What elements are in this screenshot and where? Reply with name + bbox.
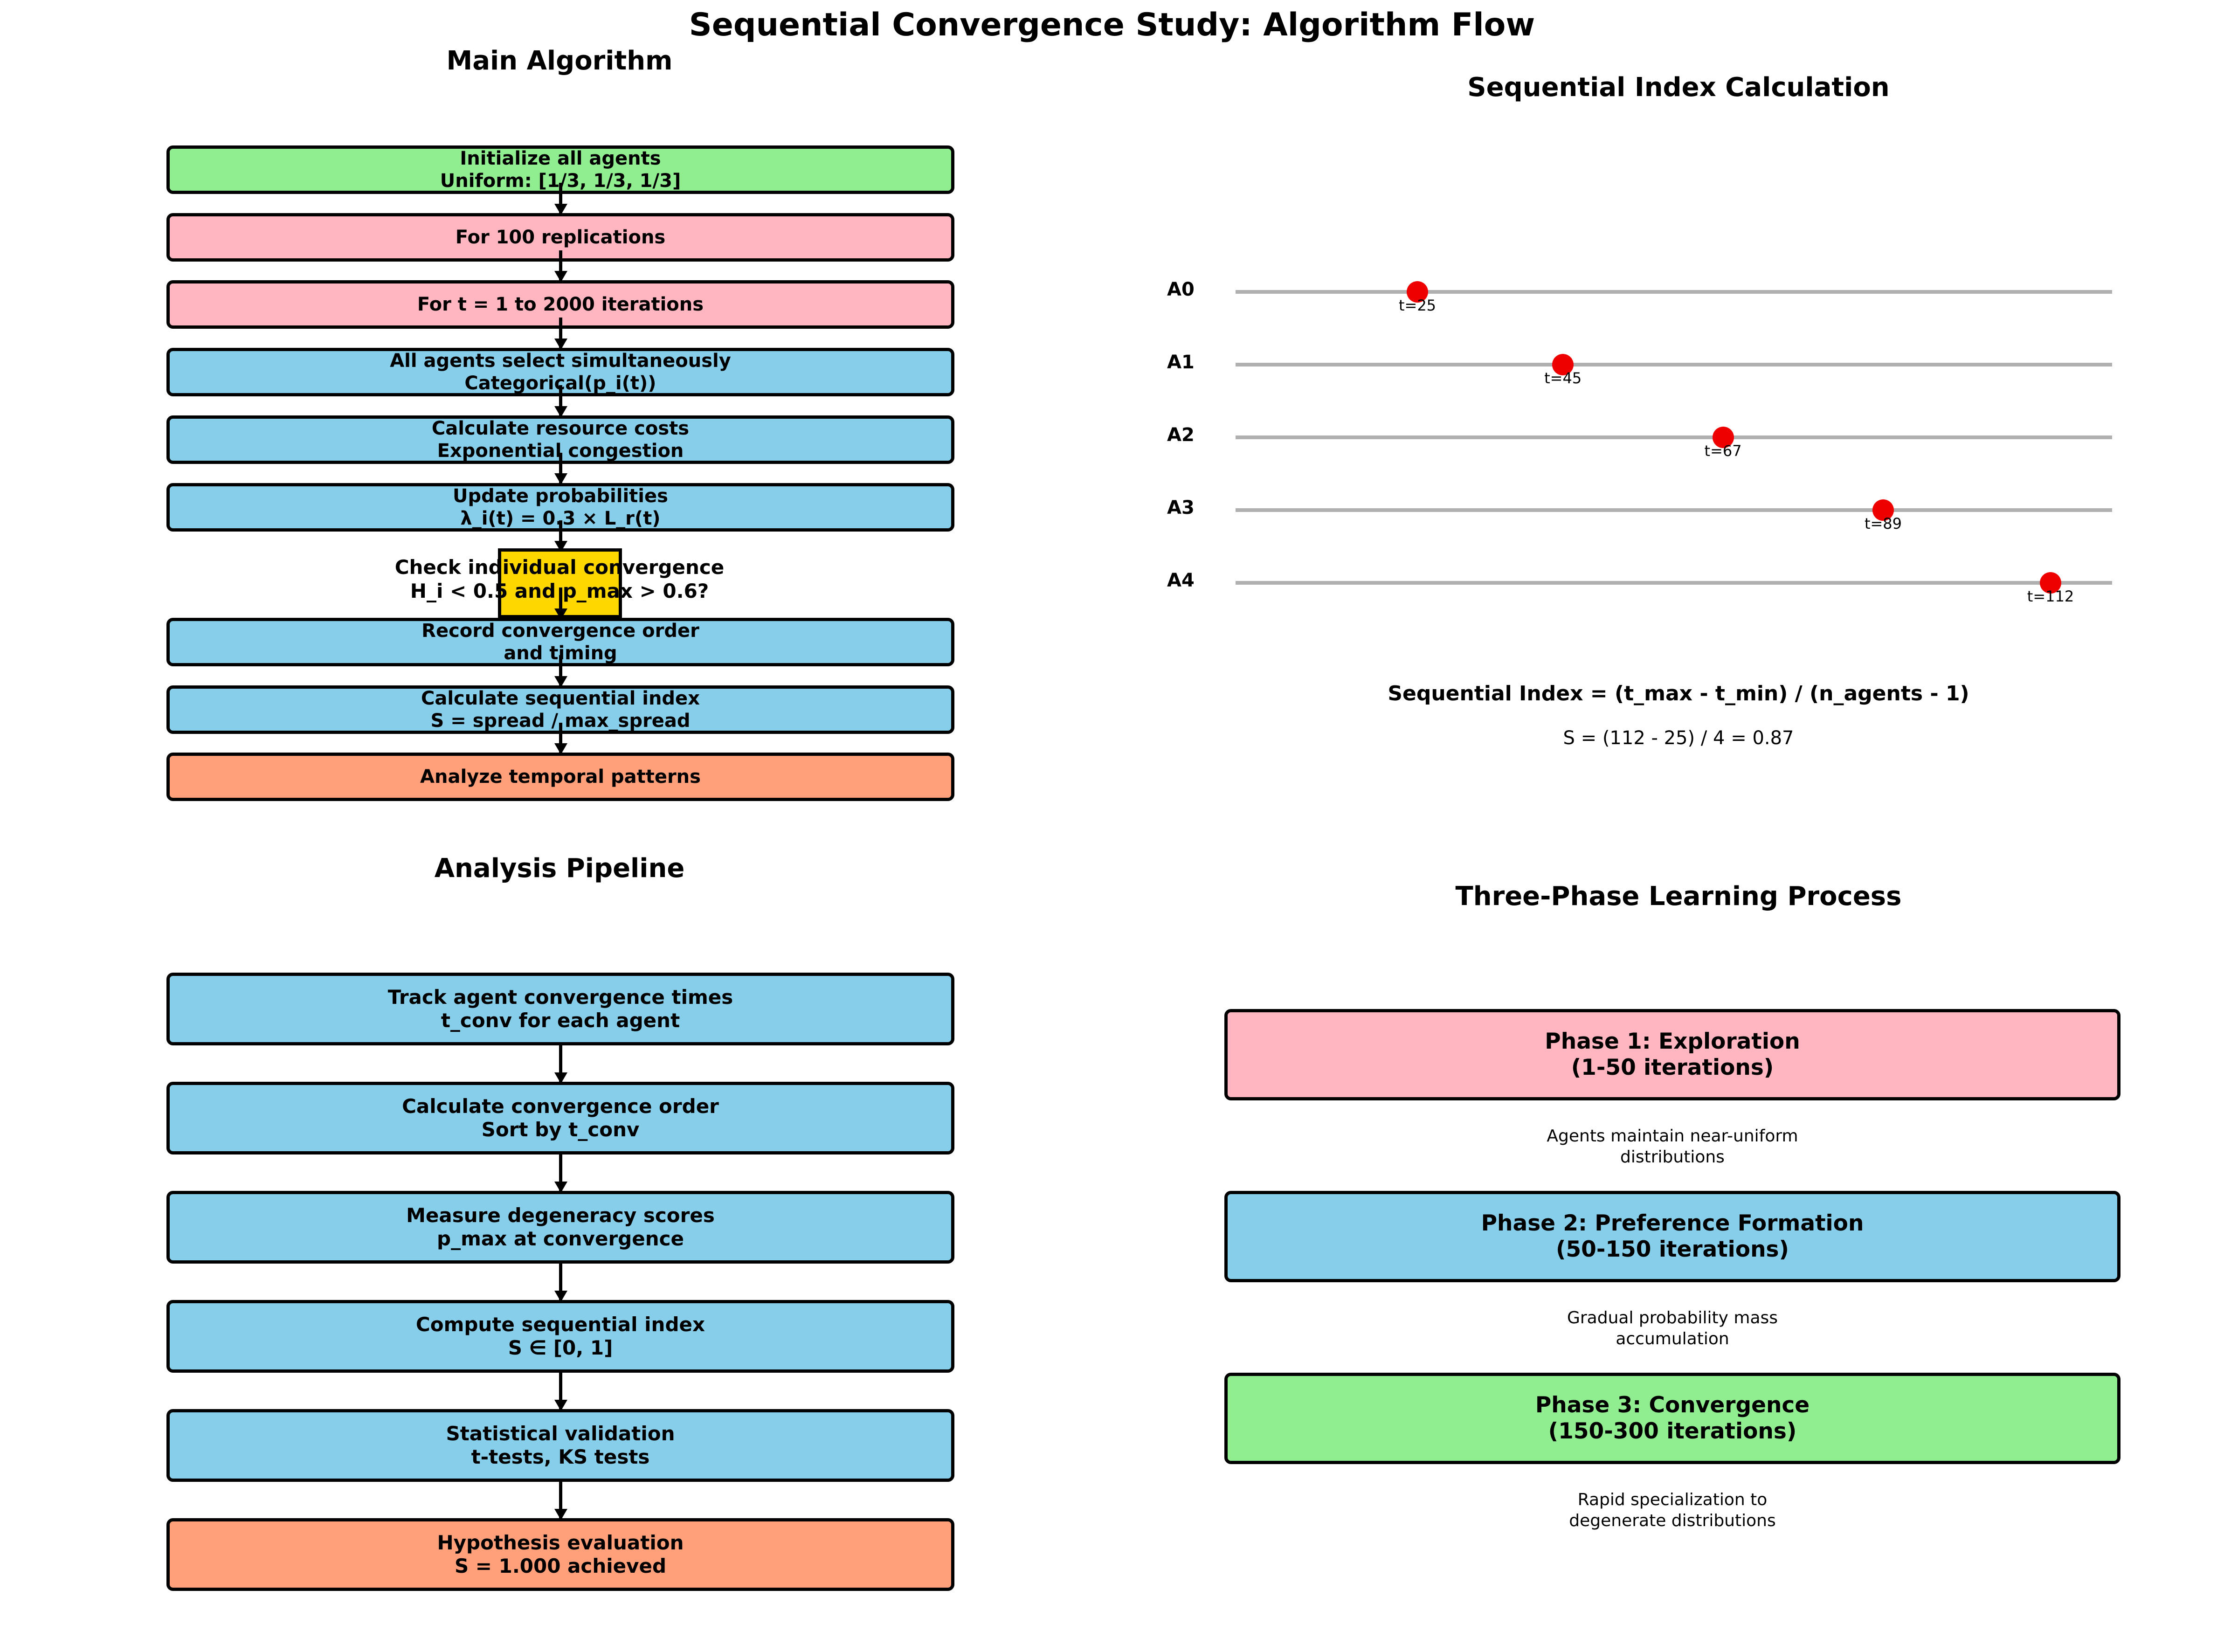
- main-step-box-line: Analyze temporal patterns: [420, 766, 701, 788]
- pipeline-arrow: [554, 1263, 567, 1302]
- pipeline-step-box-line: Calculate convergence order: [402, 1094, 719, 1118]
- phase-box-line: (50-150 iterations): [1556, 1237, 1789, 1262]
- agent-label: A4: [1167, 570, 1195, 591]
- pipeline-step-box: Track agent convergence times t_conv for …: [166, 973, 954, 1045]
- phase-box-line: Phase 3: Convergence: [1535, 1392, 1810, 1418]
- convergence-point: [1872, 499, 1894, 521]
- pipeline-arrow: [554, 1154, 567, 1193]
- phase-box: Phase 3: Convergence (150-300 iterations): [1224, 1373, 2120, 1464]
- convergence-time-label: t=112: [2027, 588, 2074, 605]
- convergence-time-label: t=67: [1704, 442, 1742, 460]
- flow-arrow: [554, 520, 567, 552]
- agent-label: A0: [1167, 279, 1195, 300]
- main-step-box-line: Update probabilities: [453, 485, 668, 507]
- convergence-point: [1552, 354, 1574, 375]
- agent-timeline: [1236, 290, 2112, 294]
- main-step-box-line: Calculate resource costs: [431, 417, 690, 439]
- phase-description: Agents maintain near-uniform distribution…: [1224, 1126, 2120, 1168]
- phase-box: Phase 1: Exploration (1-50 iterations): [1224, 1009, 2120, 1100]
- pipeline-step-box-line: S = 1.000 achieved: [454, 1555, 667, 1577]
- three-phase-title: Three-Phase Learning Process: [1455, 881, 1902, 912]
- phase-description: Gradual probability mass accumulation: [1224, 1307, 2120, 1349]
- pipeline-step-box-line: p_max at convergence: [437, 1227, 684, 1250]
- pipeline-step-box: Compute sequential index S ∈ [0, 1]: [166, 1300, 954, 1373]
- flow-arrow: [554, 183, 567, 215]
- flow-arrow: [554, 588, 567, 620]
- pipeline-arrow: [554, 1481, 567, 1520]
- phase-box: Phase 2: Preference Formation (50-150 ite…: [1224, 1191, 2120, 1282]
- pipeline-step-box: Hypothesis evaluation S = 1.000 achieved: [166, 1518, 954, 1591]
- pipeline-step-box-line: t_conv for each agent: [441, 1009, 680, 1032]
- figure-title: Sequential Convergence Study: Algorithm …: [689, 7, 1535, 43]
- phase-description-line: Gradual probability mass: [1567, 1308, 1778, 1327]
- pipeline-step-box-line: Sort by t_conv: [481, 1118, 640, 1141]
- main-algorithm-title: Main Algorithm: [446, 46, 673, 76]
- pipeline-arrow: [554, 1372, 567, 1411]
- main-step-box-line: For 100 replications: [455, 226, 666, 248]
- sequential-index-title: Sequential Index Calculation: [1467, 72, 1890, 103]
- phase-box-line: Phase 2: Preference Formation: [1481, 1210, 1864, 1236]
- phase-description: Rapid specialization to degenerate distri…: [1224, 1489, 2120, 1531]
- flow-arrow: [554, 722, 567, 754]
- pipeline-step-box: Calculate convergence order Sort by t_con…: [166, 1082, 954, 1154]
- agent-label: A3: [1167, 497, 1195, 518]
- convergence-time-label: t=89: [1864, 515, 1902, 532]
- pipeline-step-box-line: S ∈ [0, 1]: [508, 1336, 613, 1359]
- sequential-index-computation: S = (112 - 25) / 4 = 0.87: [1563, 727, 1794, 749]
- sequential-index-formula: Sequential Index = (t_max - t_min) / (n_…: [1388, 682, 1969, 705]
- agent-timeline: [1236, 435, 2112, 439]
- pipeline-step-box-line: Statistical validation: [446, 1422, 675, 1445]
- phase-box-line: Phase 1: Exploration: [1545, 1028, 1800, 1054]
- main-step-box-line: For t = 1 to 2000 iterations: [417, 294, 704, 316]
- analysis-pipeline-title: Analysis Pipeline: [434, 853, 685, 884]
- phase-box-line: (150-300 iterations): [1548, 1418, 1797, 1444]
- decision-text-line: Check individual convergence: [394, 556, 725, 579]
- phase-description-line: Agents maintain near-uniform: [1547, 1127, 1798, 1146]
- flow-arrow: [554, 385, 567, 417]
- phase-description-line: Rapid specialization to: [1577, 1490, 1768, 1509]
- phase-description-line: distributions: [1620, 1147, 1725, 1167]
- convergence-point: [1712, 427, 1734, 448]
- convergence-point: [2040, 572, 2061, 594]
- pipeline-step-box-line: Hypothesis evaluation: [437, 1531, 684, 1554]
- flow-arrow: [554, 655, 567, 687]
- agent-timeline: [1236, 508, 2112, 512]
- agent-label: A1: [1167, 352, 1195, 373]
- convergence-point: [1407, 281, 1428, 303]
- flow-arrow: [554, 452, 567, 485]
- phase-description-line: degenerate distributions: [1569, 1511, 1776, 1530]
- flow-arrow: [554, 318, 567, 350]
- main-step-box: Analyze temporal patterns: [166, 753, 954, 802]
- main-step-box-line: Initialize all agents: [460, 148, 661, 169]
- pipeline-arrow: [554, 1044, 567, 1084]
- main-step-box-line: Record convergence order: [421, 620, 699, 642]
- convergence-time-label: t=45: [1544, 369, 1582, 387]
- pipeline-step-box-line: Measure degeneracy scores: [406, 1203, 715, 1227]
- agent-timeline: [1236, 581, 2112, 585]
- agent-timeline: [1236, 363, 2112, 366]
- phase-box-line: (1-50 iterations): [1571, 1055, 1774, 1080]
- pipeline-step-box-line: t-tests, KS tests: [471, 1445, 650, 1468]
- pipeline-step-box-line: Track agent convergence times: [387, 985, 733, 1009]
- main-step-box-line: All agents select simultaneously: [390, 350, 731, 372]
- pipeline-step-box: Statistical validation t-tests, KS tests: [166, 1409, 954, 1482]
- flow-arrow: [554, 250, 567, 283]
- agent-label: A2: [1167, 424, 1195, 446]
- main-step-box-line: Calculate sequential index: [421, 687, 700, 709]
- phase-description-line: accumulation: [1616, 1329, 1729, 1348]
- pipeline-step-box: Measure degeneracy scores p_max at conver…: [166, 1191, 954, 1264]
- pipeline-step-box-line: Compute sequential index: [415, 1313, 705, 1336]
- convergence-time-label: t=25: [1398, 297, 1437, 314]
